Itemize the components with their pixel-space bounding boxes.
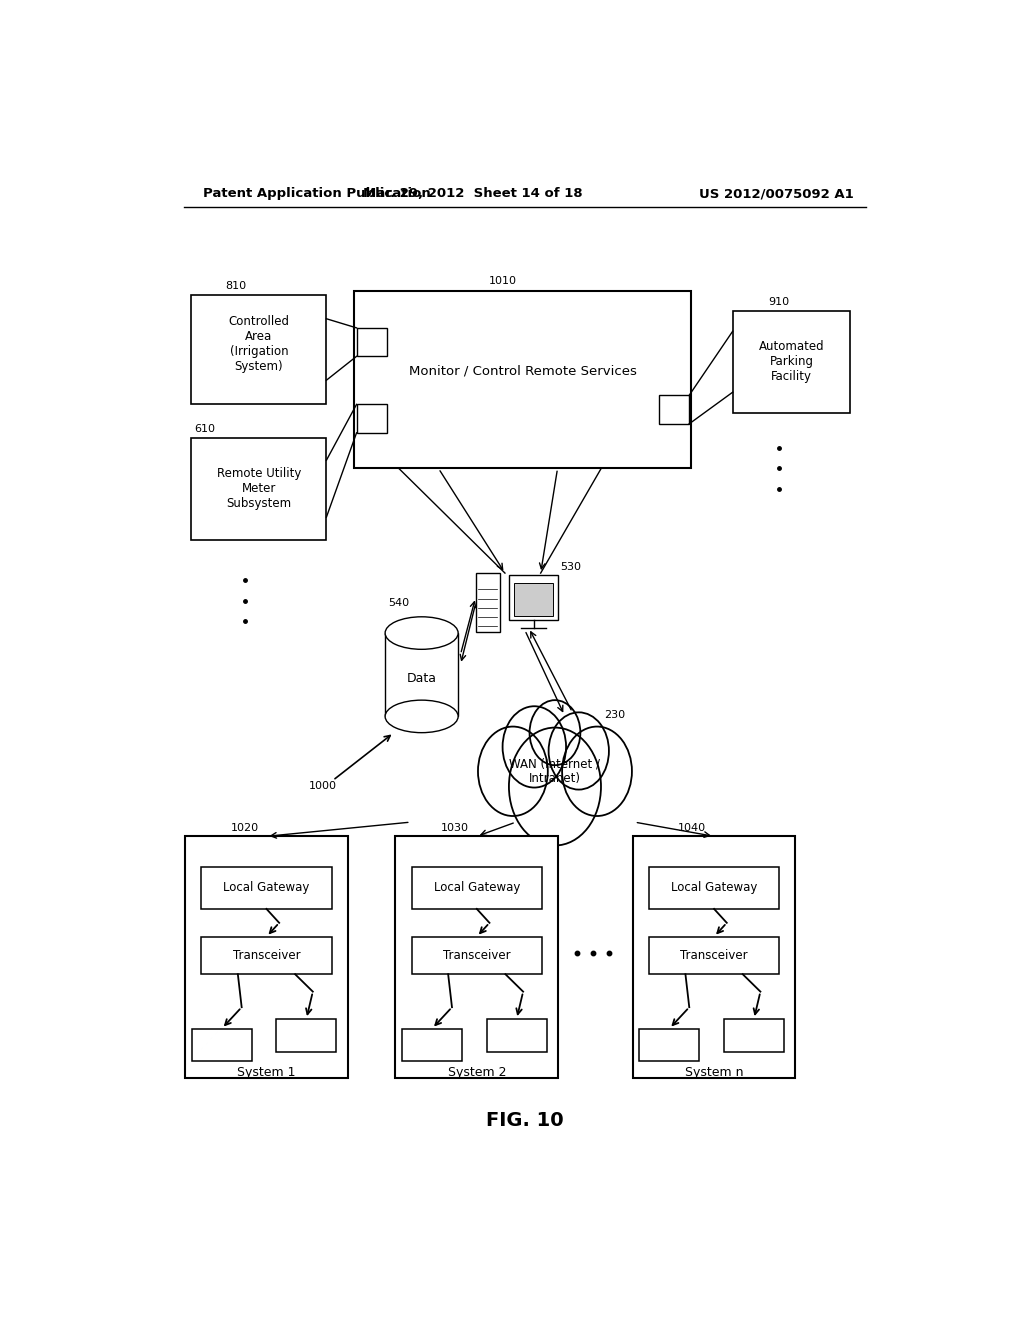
- Bar: [475, 573, 500, 632]
- Bar: [649, 937, 779, 974]
- Text: 910: 910: [768, 297, 790, 306]
- Bar: [412, 866, 542, 909]
- Text: Local Gateway: Local Gateway: [671, 882, 758, 894]
- Text: 1040: 1040: [678, 824, 707, 833]
- Circle shape: [478, 726, 548, 816]
- Bar: [514, 583, 553, 615]
- Bar: [356, 404, 387, 433]
- Text: 230: 230: [604, 710, 626, 721]
- Text: 1000: 1000: [309, 780, 337, 791]
- Text: System n: System n: [685, 1065, 743, 1078]
- Bar: [191, 438, 327, 540]
- Text: Local Gateway: Local Gateway: [433, 882, 520, 894]
- Bar: [509, 576, 558, 620]
- Text: 1010: 1010: [489, 276, 517, 286]
- Ellipse shape: [385, 616, 458, 649]
- Text: Mar. 29, 2012  Sheet 14 of 18: Mar. 29, 2012 Sheet 14 of 18: [364, 187, 583, 201]
- Bar: [658, 396, 689, 424]
- Bar: [191, 294, 327, 404]
- Bar: [649, 866, 779, 909]
- Circle shape: [503, 706, 566, 788]
- Text: Transceiver: Transceiver: [232, 949, 300, 962]
- Text: Monitor / Control Remote Services: Monitor / Control Remote Services: [409, 364, 637, 378]
- Text: US 2012/0075092 A1: US 2012/0075092 A1: [699, 187, 854, 201]
- Circle shape: [509, 727, 601, 846]
- Bar: [185, 837, 348, 1078]
- Text: System 2: System 2: [447, 1065, 506, 1078]
- Text: 1020: 1020: [230, 824, 259, 833]
- Bar: [639, 1028, 699, 1061]
- Text: Local Gateway: Local Gateway: [223, 882, 309, 894]
- Text: 610: 610: [195, 424, 215, 434]
- Bar: [486, 1019, 547, 1052]
- Bar: [724, 1019, 784, 1052]
- Text: Controlled
Area
(Irrigation
System): Controlled Area (Irrigation System): [228, 315, 290, 374]
- Text: 810: 810: [225, 281, 247, 290]
- Bar: [356, 327, 387, 356]
- Bar: [395, 837, 558, 1078]
- Bar: [276, 1019, 337, 1052]
- Text: FIG. 10: FIG. 10: [486, 1111, 563, 1130]
- Bar: [202, 866, 332, 909]
- Circle shape: [562, 726, 632, 816]
- Bar: [385, 634, 458, 717]
- Text: System 1: System 1: [238, 1065, 296, 1078]
- Bar: [733, 312, 850, 412]
- Text: 540: 540: [388, 598, 410, 607]
- Circle shape: [529, 700, 581, 766]
- Text: 530: 530: [560, 562, 581, 572]
- Bar: [412, 937, 542, 974]
- Bar: [633, 837, 796, 1078]
- Bar: [354, 290, 691, 469]
- Text: Data: Data: [407, 672, 436, 685]
- Bar: [191, 1028, 252, 1061]
- Text: Automated
Parking
Facility: Automated Parking Facility: [759, 341, 824, 383]
- Text: Remote Utility
Meter
Subsystem: Remote Utility Meter Subsystem: [217, 467, 301, 511]
- Ellipse shape: [385, 700, 458, 733]
- Text: Patent Application Publication: Patent Application Publication: [204, 187, 431, 201]
- Bar: [202, 937, 332, 974]
- Text: 1030: 1030: [441, 824, 469, 833]
- Bar: [402, 1028, 462, 1061]
- Text: Transceiver: Transceiver: [443, 949, 511, 962]
- Circle shape: [549, 713, 609, 789]
- Text: WAN (Internet /
Intranet): WAN (Internet / Intranet): [510, 758, 600, 785]
- Text: Transceiver: Transceiver: [680, 949, 748, 962]
